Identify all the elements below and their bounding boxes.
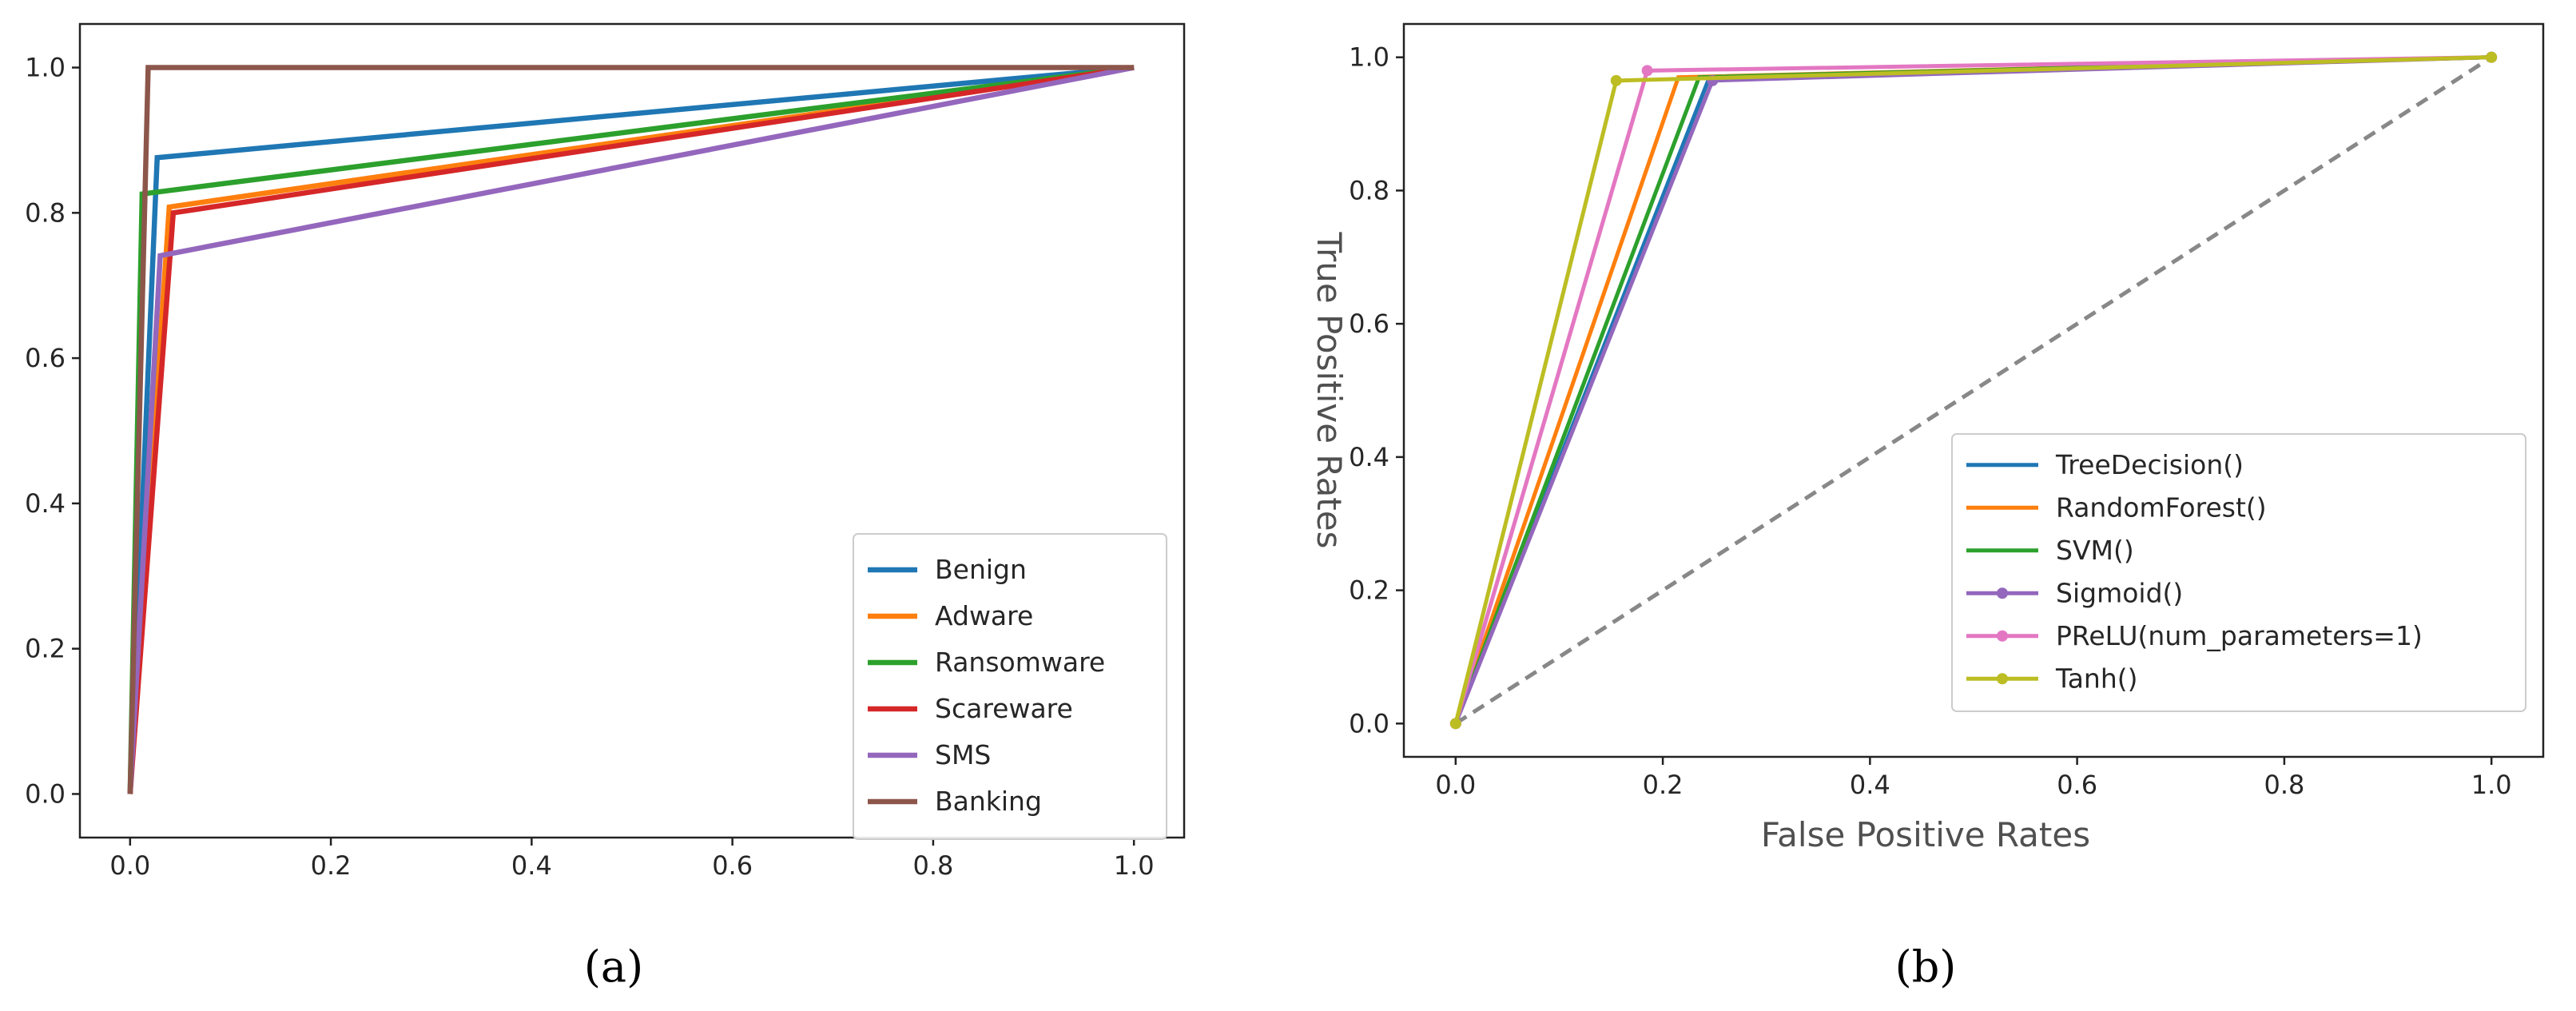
chart-a: 0.0 0.2 0.4 0.6 0.8 1.0 0.0 0.2 0.4 0.6 0.8 1.0 Beni… <box>25 22 1186 881</box>
x-tick-label: 1.0 <box>1114 850 1155 881</box>
legend-label: Tanh() <box>2055 663 2138 694</box>
y-tick-label: 1.0 <box>25 53 66 83</box>
series-point <box>1610 74 1622 86</box>
legend-label: Adware <box>935 600 1033 631</box>
y-tick-label: 0.4 <box>1349 442 1389 472</box>
series-point <box>1641 65 1653 77</box>
legend-marker <box>1997 673 2008 685</box>
y-tick-label: 0.4 <box>25 488 66 519</box>
legend-label: SVM() <box>2056 535 2134 566</box>
legend-box <box>1951 433 2526 712</box>
legend-label: RandomForest() <box>2056 492 2267 523</box>
legend-label: Banking <box>935 786 1042 817</box>
series-point <box>2486 51 2498 63</box>
caption-b: (b) <box>1895 941 1957 992</box>
y-tick-label: 0.8 <box>25 197 66 228</box>
x-tick-label: 0.0 <box>1435 770 1476 800</box>
y-tick-label: 0.8 <box>1349 175 1389 205</box>
y-tick-label: 1.0 <box>1349 42 1389 73</box>
plot-frame <box>1402 22 2545 758</box>
legend-label: PReLU(num_parameters=1) <box>2056 620 2423 651</box>
legend-label: Benign <box>935 554 1027 585</box>
x-tick-label: 0.2 <box>311 850 352 881</box>
series-point <box>1449 718 1461 730</box>
series-line-5 <box>127 65 1135 794</box>
y-tick-label: 0.6 <box>25 343 66 373</box>
series-line-6 <box>127 65 1135 794</box>
legend-label: Ransomware <box>935 647 1105 678</box>
x-tick-label: 0.4 <box>511 850 552 881</box>
series-line-4 <box>127 65 1135 794</box>
plot-frame <box>78 22 1186 839</box>
legend-marker <box>1997 587 2008 599</box>
y-tick-label: 0.0 <box>1349 708 1389 738</box>
y-tick-label: 0.2 <box>25 634 66 664</box>
x-tick-label: 0.8 <box>912 850 953 881</box>
diagonal-reference-line <box>1454 55 2493 726</box>
legend-label: Scareware <box>935 693 1073 724</box>
y-axis-label: True Positive Rates <box>1310 231 1349 548</box>
x-tick-label: 1.0 <box>2471 770 2512 800</box>
legend-label: Sigmoid() <box>2056 577 2183 608</box>
x-tick-label: 0.0 <box>109 850 150 881</box>
y-tick-label: 0.0 <box>25 778 66 809</box>
chart-b: 0.0 0.2 0.4 0.6 0.8 1.0 0.0 0.2 0.4 0.6 0.8 1.0 Fals… <box>1310 22 2545 854</box>
legend-label: SMS <box>935 739 991 770</box>
y-tick-label: 0.2 <box>1349 575 1389 606</box>
legend-marker <box>1997 630 2008 642</box>
legend-label: TreeDecision() <box>2055 449 2244 480</box>
y-tick-label: 0.6 <box>1349 308 1389 339</box>
x-tick-label: 0.2 <box>1643 770 1684 800</box>
x-tick-label: 0.4 <box>1850 770 1890 800</box>
x-tick-label: 0.8 <box>2264 770 2304 800</box>
legend-box <box>853 533 1167 840</box>
x-tick-label: 0.6 <box>712 850 753 881</box>
series-line-1 <box>127 65 1135 794</box>
x-axis-label: False Positive Rates <box>1761 815 2090 854</box>
caption-a: (a) <box>584 941 643 992</box>
x-tick-label: 0.6 <box>2057 770 2097 800</box>
